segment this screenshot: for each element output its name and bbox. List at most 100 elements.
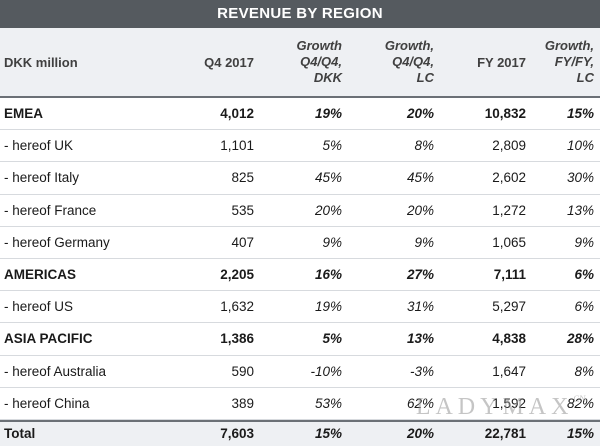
row-label: - hereof UK	[4, 138, 74, 154]
header-q4-2017: Q4 2017	[176, 28, 268, 96]
cell-growth-q4-dkk: 16%	[314, 267, 342, 283]
cell-q4-2017: 1,101	[220, 138, 254, 154]
header-line: Growth,	[384, 38, 434, 53]
cell-growth-q4-lc: 27%	[406, 267, 434, 283]
total-row: Total 7,603 15% 20% 22,781 15%	[0, 419, 600, 446]
cell-growth-fy-lc: 6%	[574, 299, 594, 315]
cell-q4-2017: 1,386	[220, 331, 254, 347]
header-dkk-million: DKK million	[0, 28, 176, 96]
cell-fy-2017: 1,272	[492, 202, 526, 218]
cell-q4-2017: 590	[231, 363, 254, 379]
total-label: Total	[4, 426, 36, 442]
cell-growth-q4-dkk: 5%	[322, 138, 342, 154]
cell-fy-2017: 2,809	[492, 138, 526, 154]
cell-growth-q4-lc: 45%	[406, 170, 434, 186]
row-label: ASIA PACIFIC	[4, 331, 93, 347]
header-growth-fy-lc: Growth, FY/FY, LC	[538, 28, 600, 96]
cell-growth-q4-dkk: 15%	[314, 426, 342, 442]
cell-growth-fy-lc: 13%	[566, 202, 594, 218]
cell-fy-2017: 1,647	[492, 363, 526, 379]
table-row: - hereof US 1,632 19% 31% 5,297 6%	[0, 291, 600, 324]
cell-growth-fy-lc: 8%	[574, 363, 594, 379]
header-growth-fy-lc-lines: Growth, FY/FY, LC	[545, 38, 594, 86]
header-fy-2017-text: FY 2017	[477, 54, 526, 70]
cell-fy-2017: 4,838	[492, 331, 526, 347]
row-label: - hereof US	[4, 299, 74, 315]
header-q4-2017-text: Q4 2017	[204, 54, 254, 70]
cell-fy-2017: 10,832	[484, 106, 526, 122]
header-line: LC	[576, 70, 594, 85]
row-label: - hereof Germany	[4, 234, 110, 250]
cell-growth-q4-dkk: 9%	[322, 234, 342, 250]
table-row: - hereof China 389 53% 62% 1,592 82%	[0, 388, 600, 420]
row-label: - hereof Italy	[4, 170, 80, 186]
cell-growth-fy-lc: 6%	[574, 267, 594, 283]
cell-growth-q4-dkk: 5%	[322, 331, 342, 347]
cell-growth-q4-lc: 20%	[406, 202, 434, 218]
cell-growth-q4-lc: 8%	[414, 138, 434, 154]
cell-fy-2017: 1,592	[492, 395, 526, 411]
cell-growth-q4-dkk: 19%	[314, 299, 342, 315]
cell-q4-2017: 2,205	[220, 267, 254, 283]
cell-q4-2017: 4,012	[220, 106, 254, 122]
cell-fy-2017: 1,065	[492, 234, 526, 250]
table-title: REVENUE BY REGION	[0, 0, 600, 28]
cell-growth-fy-lc: 15%	[566, 106, 594, 122]
cell-growth-q4-lc: 13%	[406, 331, 434, 347]
cell-fy-2017: 7,111	[493, 267, 526, 283]
cell-growth-q4-lc: 20%	[406, 106, 434, 122]
cell-growth-fy-lc: 30%	[566, 170, 594, 186]
header-line: FY/FY,	[554, 54, 594, 69]
table-row: - hereof Italy 825 45% 45% 2,602 30%	[0, 162, 600, 195]
cell-growth-q4-lc: 20%	[406, 426, 434, 442]
cell-growth-q4-dkk: 20%	[314, 202, 342, 218]
table-row: EMEA 4,012 19% 20% 10,832 15%	[0, 98, 600, 131]
row-label: EMEA	[4, 106, 44, 122]
cell-q4-2017: 1,632	[220, 299, 254, 315]
table-row: - hereof France 535 20% 20% 1,272 13%	[0, 195, 600, 227]
header-growth-q4-lc: Growth, Q4/Q4, LC	[360, 28, 456, 96]
header-line: Q4/Q4,	[392, 54, 434, 69]
cell-growth-q4-lc: 31%	[406, 299, 434, 315]
cell-growth-q4-lc: 9%	[414, 234, 434, 250]
header-line: Q4/Q4,	[300, 54, 342, 69]
cell-growth-fy-lc: 82%	[566, 395, 594, 411]
cell-growth-q4-lc: -3%	[409, 363, 434, 379]
header-line: DKK	[313, 70, 342, 85]
row-label: - hereof China	[4, 395, 90, 411]
row-label: AMERICAS	[4, 267, 77, 283]
header-growth-q4-lc-lines: Growth, Q4/Q4, LC	[385, 38, 434, 86]
table-row: - hereof Germany 407 9% 9% 1,065 9%	[0, 227, 600, 259]
cell-growth-q4-dkk: 45%	[314, 170, 342, 186]
table-row: - hereof UK 1,101 5% 8% 2,809 10%	[0, 130, 600, 163]
cell-q4-2017: 825	[231, 170, 254, 186]
row-label: - hereof France	[4, 202, 97, 218]
cell-q4-2017: 407	[231, 234, 254, 250]
header-line: Growth,	[544, 38, 594, 53]
cell-growth-q4-dkk: -10%	[310, 363, 342, 379]
header-growth-q4-dkk: Growth Q4/Q4, DKK	[268, 28, 360, 96]
cell-growth-fy-lc: 28%	[566, 331, 594, 347]
cell-growth-q4-dkk: 19%	[314, 106, 342, 122]
header-line: LC	[416, 70, 434, 85]
cell-q4-2017: 389	[231, 395, 254, 411]
row-label: - hereof Australia	[4, 363, 107, 379]
table-row: ASIA PACIFIC 1,386 5% 13% 4,838 28%	[0, 323, 600, 356]
cell-q4-2017: 535	[231, 202, 254, 218]
header-growth-q4-dkk-lines: Growth Q4/Q4, DKK	[297, 38, 343, 86]
cell-growth-fy-lc: 15%	[566, 426, 594, 442]
table-row: AMERICAS 2,205 16% 27% 7,111 6%	[0, 259, 600, 292]
cell-growth-fy-lc: 9%	[574, 234, 594, 250]
cell-fy-2017: 5,297	[492, 299, 526, 315]
cell-growth-q4-dkk: 53%	[314, 395, 342, 411]
cell-growth-fy-lc: 10%	[566, 138, 594, 154]
header-line: Growth	[296, 38, 343, 53]
header-dkk-million-text: DKK million	[4, 54, 78, 70]
cell-q4-2017: 7,603	[220, 426, 254, 442]
cell-growth-q4-lc: 62%	[406, 395, 434, 411]
cell-fy-2017: 22,781	[484, 426, 526, 442]
table-body: EMEA 4,012 19% 20% 10,832 15% - hereof U…	[0, 98, 600, 446]
table-header: DKK million Q4 2017 Growth Q4/Q4, DKK Gr…	[0, 28, 600, 98]
cell-fy-2017: 2,602	[492, 170, 526, 186]
